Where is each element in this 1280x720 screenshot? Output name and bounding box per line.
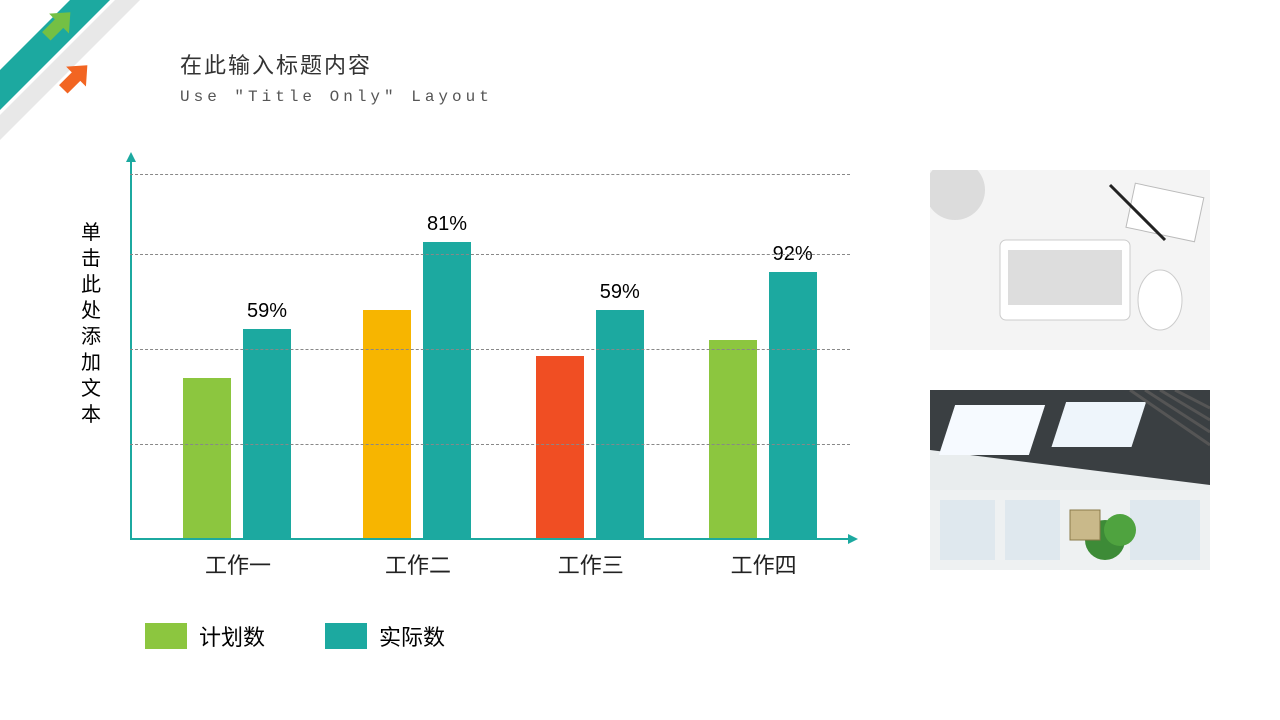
bar-actual [243, 329, 291, 538]
grid-line [130, 254, 850, 255]
x-axis [130, 538, 850, 540]
bar-value-label: 59% [227, 300, 307, 323]
bar-chart: 单击此处添加文本 59%81%59%92% 工作一工作二工作三工作四 [90, 160, 860, 580]
title-english: Use "Title Only" Layout [180, 88, 493, 106]
legend-swatch-actual [325, 623, 367, 649]
bar-actual [769, 272, 817, 538]
slide-header: 在此输入标题内容 Use "Title Only" Layout [180, 48, 493, 106]
chart-legend: 计划数 实际数 [145, 620, 445, 652]
bar-value-label: 81% [407, 213, 487, 236]
bar-actual [423, 242, 471, 538]
bar-plan [536, 356, 584, 538]
grid-line [130, 444, 850, 445]
bar-value-label: 59% [580, 281, 660, 304]
bar-plan [709, 340, 757, 538]
legend-item-actual: 实际数 [325, 620, 445, 652]
bar-actual [596, 310, 644, 538]
category-label: 工作三 [558, 548, 624, 580]
y-axis-label: 单击此处添加文本 [80, 220, 102, 428]
chart-plot: 59%81%59%92% 工作一工作二工作三工作四 [130, 160, 850, 540]
image-office-ceiling [930, 390, 1210, 570]
title-chinese: 在此输入标题内容 [180, 48, 493, 80]
category-label: 工作二 [385, 548, 451, 580]
category-label: 工作一 [205, 548, 271, 580]
bar-plan [183, 378, 231, 538]
legend-swatch-plan [145, 623, 187, 649]
legend-label-actual: 实际数 [379, 620, 445, 652]
legend-label-plan: 计划数 [199, 620, 265, 652]
image-keyboard-desk [930, 170, 1210, 350]
grid-line [130, 349, 850, 350]
corner-decoration [0, 0, 160, 160]
legend-item-plan: 计划数 [145, 620, 265, 652]
side-image-column [930, 170, 1210, 610]
grid-line [130, 174, 850, 175]
category-label: 工作四 [731, 548, 797, 580]
bar-plan [363, 310, 411, 538]
